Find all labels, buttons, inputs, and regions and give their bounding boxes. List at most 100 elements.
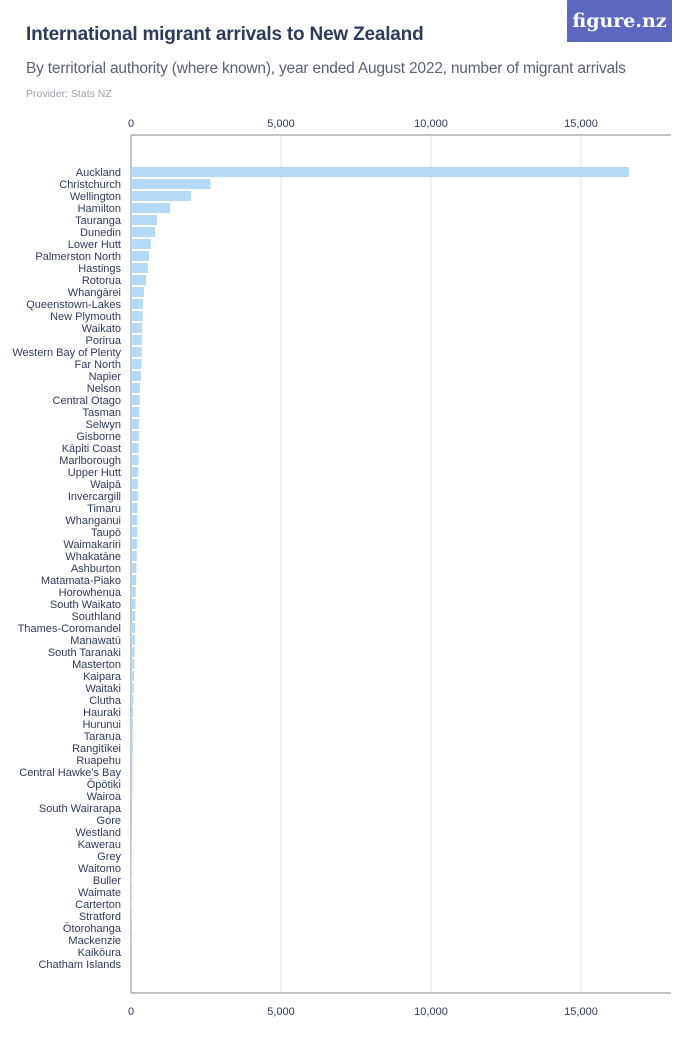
bar[interactable] (131, 803, 133, 813)
category-label: Far North (75, 359, 121, 371)
tick-label-bottom: 5,000 (267, 1006, 295, 1018)
bar[interactable] (131, 863, 132, 873)
bar[interactable] (131, 839, 132, 849)
bar[interactable] (131, 587, 136, 597)
bar[interactable] (131, 503, 138, 513)
bar[interactable] (131, 395, 140, 405)
bar[interactable] (131, 479, 138, 489)
bar[interactable] (131, 227, 155, 237)
category-label: Hastings (78, 263, 121, 275)
tick-label-top: 5,000 (267, 118, 295, 130)
category-label: Matamata-Piako (41, 575, 121, 587)
axis-ticks: 0 0 5,000 5,000 10,000 10,000 15,000 15,000 (128, 118, 598, 1018)
bar[interactable] (131, 731, 133, 741)
bar[interactable] (131, 359, 142, 369)
bar[interactable] (131, 431, 139, 441)
data-provider: Provider: Stats NZ (26, 88, 112, 100)
bar[interactable] (131, 659, 135, 669)
bar[interactable] (131, 743, 133, 753)
category-label: Ōtorohanga (63, 923, 122, 935)
bar[interactable] (131, 875, 132, 885)
bar[interactable] (131, 251, 149, 261)
bar[interactable] (131, 611, 136, 621)
category-label: Clutha (89, 695, 122, 707)
bar[interactable] (131, 815, 133, 825)
category-label: Tauranga (75, 215, 122, 227)
bar[interactable] (131, 239, 151, 249)
bar[interactable] (131, 467, 139, 477)
bar[interactable] (131, 455, 139, 465)
category-label: Waitomo (78, 863, 121, 875)
bar[interactable] (131, 671, 134, 681)
category-label: Waipā (90, 479, 122, 491)
chart-title: International migrant arrivals to New Ze… (26, 24, 424, 45)
bar[interactable] (131, 287, 144, 297)
category-label: Queenstown-Lakes (26, 299, 121, 311)
bar[interactable] (131, 419, 139, 429)
category-label: Dunedin (80, 227, 121, 239)
bar[interactable] (131, 203, 170, 213)
category-label: Waitaki (85, 683, 121, 695)
bar[interactable] (131, 827, 132, 837)
category-label: Grey (97, 851, 121, 863)
category-label: Waimate (78, 887, 121, 899)
tick-label-bottom: 15,000 (564, 1006, 598, 1018)
category-label: Carterton (75, 899, 121, 911)
bar[interactable] (131, 551, 137, 561)
bar[interactable] (131, 275, 146, 285)
category-label: Southland (71, 611, 121, 623)
bar[interactable] (131, 683, 134, 693)
bar[interactable] (131, 647, 135, 657)
bar[interactable] (131, 791, 133, 801)
bar[interactable] (131, 515, 138, 525)
tick-label-top: 0 (128, 118, 134, 130)
category-label: Timaru (87, 503, 121, 515)
category-label: South Taranaki (48, 647, 121, 659)
bar[interactable] (131, 167, 629, 177)
bar[interactable] (131, 707, 134, 717)
category-label: Taupō (91, 527, 121, 539)
figure-nz-logo[interactable]: figure.nz (567, 0, 672, 42)
bar[interactable] (131, 719, 133, 729)
bar[interactable] (131, 539, 137, 549)
bar[interactable] (131, 383, 140, 393)
bar[interactable] (131, 755, 133, 765)
bar[interactable] (131, 623, 136, 633)
tick-label-bottom: 10,000 (414, 1006, 448, 1018)
category-label: South Wairarapa (39, 803, 122, 815)
category-label: Thames-Coromandel (18, 623, 121, 635)
bar[interactable] (131, 371, 141, 381)
bar[interactable] (131, 695, 134, 705)
tick-label-top: 10,000 (414, 118, 448, 130)
category-label: Ōpōtiki (87, 779, 121, 791)
bar[interactable] (131, 851, 132, 861)
bar[interactable] (131, 767, 133, 777)
bar[interactable] (131, 311, 143, 321)
bar[interactable] (131, 191, 191, 201)
category-label: Rotorua (82, 275, 122, 287)
bar[interactable] (131, 323, 143, 333)
bar[interactable] (131, 263, 148, 273)
bar[interactable] (131, 491, 138, 501)
category-label: Central Hawke's Bay (19, 767, 121, 779)
bar[interactable] (131, 779, 133, 789)
category-label: Wairoa (87, 791, 122, 803)
bars (131, 167, 629, 957)
bar[interactable] (131, 179, 211, 189)
bar[interactable] (131, 527, 138, 537)
bar[interactable] (131, 563, 137, 573)
bar[interactable] (131, 575, 137, 585)
bar[interactable] (131, 599, 136, 609)
bar[interactable] (131, 635, 135, 645)
bar[interactable] (131, 347, 142, 357)
chart-subtitle: By territorial authority (where known), … (26, 60, 626, 77)
category-label: Selwyn (86, 419, 121, 431)
bar[interactable] (131, 299, 143, 309)
bar[interactable] (131, 215, 158, 225)
bar[interactable] (131, 335, 142, 345)
category-label: Lower Hutt (68, 239, 121, 251)
category-label: Kāpiti Coast (62, 443, 121, 455)
bar[interactable] (131, 407, 140, 417)
bar[interactable] (131, 443, 139, 453)
category-label: Whakatāne (65, 551, 121, 563)
